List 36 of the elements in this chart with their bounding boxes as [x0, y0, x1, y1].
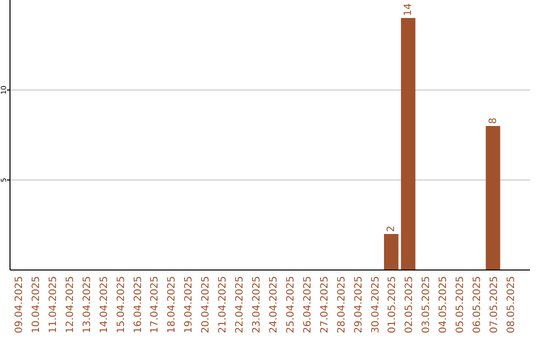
bar: [486, 126, 500, 270]
x-tick-label: 27.04.2025: [319, 276, 330, 334]
x-tick-label: 20.04.2025: [200, 276, 212, 334]
x-tick-label: 19.04.2025: [184, 276, 195, 334]
x-tick-label: 29.04.2025: [353, 276, 364, 334]
x-tick-label: 06.05.2025: [472, 276, 484, 334]
x-tick-label: 18.04.2025: [166, 276, 178, 334]
x-tick-label: 16.04.2025: [132, 276, 144, 334]
x-tick-label: 17.04.2025: [150, 276, 161, 334]
x-tick-label: 02.05.2025: [404, 276, 416, 334]
data-label: 2: [386, 226, 398, 232]
x-tick-label: 22.04.2025: [234, 276, 246, 334]
data-label: 14: [403, 3, 414, 16]
x-tick-label: 28.04.2025: [336, 276, 348, 334]
x-tick-label: 23.04.2025: [252, 276, 263, 334]
x-tick-label: 07.05.2025: [488, 276, 500, 334]
x-tick-label: 08.05.2025: [506, 276, 517, 334]
bar: [400, 18, 416, 270]
x-tick-label: 21.04.2025: [218, 276, 229, 334]
x-tick-label: 12.04.2025: [64, 276, 76, 334]
x-tick-label: 04.05.2025: [438, 276, 450, 334]
x-tick-label: 05.05.2025: [455, 276, 466, 334]
x-tick-label: 25.04.2025: [285, 276, 296, 334]
x-tick-label: 13.04.2025: [82, 276, 93, 334]
data-label: 8: [488, 118, 499, 124]
bar: [384, 234, 398, 270]
x-tick-label: 14.04.2025: [98, 276, 110, 334]
x-tick-label: 15.04.2025: [116, 276, 127, 334]
x-tick-label: 09.04.2025: [14, 276, 26, 334]
x-tick-label: 11.04.2025: [48, 276, 59, 334]
x-tick-label: 03.05.2025: [421, 276, 432, 334]
x-tick-label: 30.04.2025: [370, 276, 382, 334]
x-tick-label: 24.04.2025: [268, 276, 280, 334]
x-tick-label: 10.04.2025: [31, 276, 42, 334]
x-tick-label: 26.04.2025: [302, 276, 314, 334]
x-tick-label: 01.05.2025: [387, 276, 398, 334]
